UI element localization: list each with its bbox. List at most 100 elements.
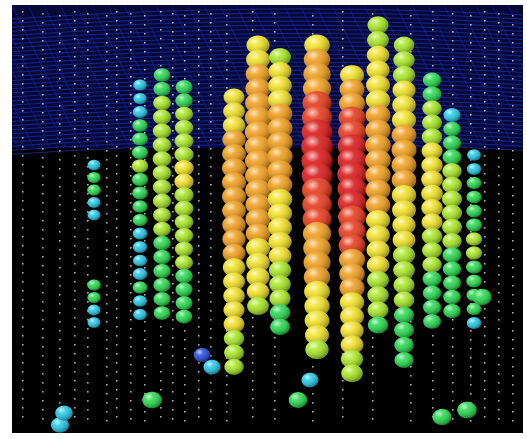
dust-dot bbox=[22, 56, 24, 58]
dust-dot bbox=[512, 339, 514, 341]
dust-dot bbox=[74, 326, 76, 328]
dust-dot bbox=[432, 11, 434, 13]
dust-dot bbox=[116, 416, 118, 418]
dust-dot bbox=[198, 371, 200, 373]
dust-dot bbox=[498, 301, 500, 303]
dust-dot bbox=[172, 400, 174, 402]
dust-dot bbox=[274, 382, 276, 384]
dust-dot bbox=[74, 362, 76, 364]
hit-sphere-shine bbox=[391, 185, 417, 205]
dust-dot bbox=[452, 391, 454, 393]
dust-dot bbox=[74, 236, 76, 238]
dust-dot bbox=[59, 213, 61, 215]
dust-dot bbox=[342, 65, 344, 67]
hit-sphere-shine bbox=[392, 230, 416, 250]
dust-dot bbox=[198, 191, 200, 193]
hit-sphere-shine bbox=[422, 285, 442, 301]
hit-sphere-shine bbox=[422, 256, 442, 273]
dust-dot bbox=[410, 393, 412, 395]
dust-dot bbox=[512, 159, 514, 161]
dust-dot bbox=[470, 141, 472, 143]
dust-dot bbox=[172, 319, 174, 321]
dust-dot bbox=[172, 301, 174, 303]
dust-dot bbox=[432, 56, 434, 58]
dust-dot bbox=[484, 182, 486, 184]
dust-dot bbox=[74, 335, 76, 337]
dust-dot bbox=[42, 364, 44, 366]
dust-dot bbox=[172, 382, 174, 384]
dust-dot bbox=[172, 148, 174, 150]
dust-dot bbox=[210, 382, 212, 384]
dust-dot bbox=[87, 382, 89, 384]
dust-dot bbox=[470, 24, 472, 26]
hit-sphere-shine bbox=[421, 170, 443, 189]
surface-grid-line bbox=[59, 5, 131, 149]
dust-dot bbox=[252, 416, 254, 418]
dust-dot bbox=[59, 357, 61, 359]
dust-dot bbox=[22, 83, 24, 85]
hit-sphere-shine bbox=[51, 417, 69, 433]
dust-dot bbox=[74, 245, 76, 247]
dust-dot bbox=[210, 193, 212, 195]
surface-grid-line bbox=[12, 5, 83, 149]
dust-dot bbox=[22, 137, 24, 139]
dust-dot bbox=[42, 274, 44, 276]
dust-dot bbox=[432, 47, 434, 49]
dust-dot bbox=[274, 22, 276, 24]
dust-dot bbox=[74, 407, 76, 409]
hit-sphere-shine bbox=[421, 199, 443, 217]
dust-dot bbox=[274, 400, 276, 402]
hit-sphere-shine bbox=[441, 190, 463, 208]
dust-dot bbox=[42, 265, 44, 267]
dust-dot bbox=[42, 283, 44, 285]
dust-dot bbox=[484, 119, 486, 121]
dust-dot bbox=[198, 398, 200, 400]
dust-dot bbox=[74, 308, 76, 310]
hit-sphere-shine bbox=[221, 172, 247, 193]
dust-dot bbox=[116, 119, 118, 121]
dust-dot bbox=[106, 231, 108, 233]
surface-grid-line bbox=[12, 69, 51, 149]
dust-dot bbox=[252, 371, 254, 373]
dust-dot bbox=[106, 132, 108, 134]
hit-sphere-shine bbox=[341, 364, 363, 383]
dust-dot bbox=[144, 384, 146, 386]
dust-dot bbox=[198, 281, 200, 283]
dust-dot bbox=[74, 353, 76, 355]
dust-dot bbox=[372, 337, 374, 339]
detector-string bbox=[87, 159, 101, 328]
dust-dot bbox=[184, 330, 186, 332]
hit-sphere-shine bbox=[174, 160, 194, 176]
dust-dot bbox=[274, 409, 276, 411]
dust-dot bbox=[74, 101, 76, 103]
dust-dot bbox=[87, 112, 89, 114]
dust-dot bbox=[210, 328, 212, 330]
dust-dot bbox=[22, 317, 24, 319]
hit-sphere-shine bbox=[466, 317, 482, 329]
dust-dot bbox=[498, 121, 500, 123]
dust-dot bbox=[59, 87, 61, 89]
dust-dot bbox=[172, 211, 174, 213]
dust-dot bbox=[59, 186, 61, 188]
dust-dot bbox=[87, 274, 89, 276]
dust-dot bbox=[410, 321, 412, 323]
dust-dot bbox=[252, 344, 254, 346]
dust-dot bbox=[160, 65, 162, 67]
dust-dot bbox=[210, 337, 212, 339]
dust-dot bbox=[106, 249, 108, 251]
dust-dot bbox=[498, 355, 500, 357]
dust-dot bbox=[172, 121, 174, 123]
dust-dot bbox=[87, 184, 89, 186]
surface-grid-line bbox=[427, 5, 499, 149]
dust-dot bbox=[452, 67, 454, 69]
dust-dot bbox=[59, 204, 61, 206]
dust-dot bbox=[106, 420, 108, 422]
dust-dot bbox=[144, 357, 146, 359]
dust-dot bbox=[498, 139, 500, 141]
dust-dot bbox=[74, 398, 76, 400]
dust-dot bbox=[42, 373, 44, 375]
dust-dot bbox=[484, 416, 486, 418]
dust-dot bbox=[42, 382, 44, 384]
hit-sphere-shine bbox=[394, 352, 414, 368]
surface-grid-line bbox=[12, 36, 67, 149]
